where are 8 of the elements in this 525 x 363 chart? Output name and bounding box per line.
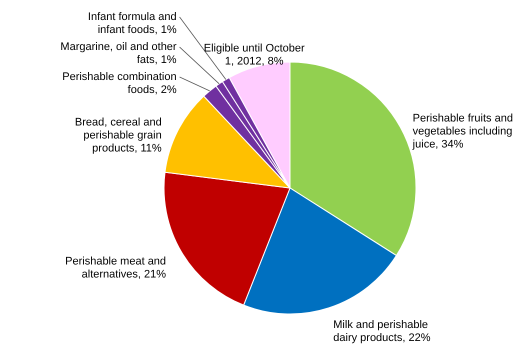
slice-label: Infant formula and infant foods, 1% xyxy=(88,11,177,36)
slice-label: Eligible until October 1, 2012, 8% xyxy=(204,42,305,68)
slice-label: Margarine, oil and other fats, 1% xyxy=(60,41,177,66)
slice-label: Bread, cereal and perishable grain products, 11% xyxy=(74,116,162,155)
slice-label: Milk and perishable dairy products, 22% xyxy=(333,318,431,344)
slice-label: Perishable combination foods, 2% xyxy=(62,71,177,96)
slice-label: Perishable fruits and vegetables including juice, 34% xyxy=(412,112,513,151)
slice-label: Perishable meat and alternatives, 21% xyxy=(65,255,166,280)
